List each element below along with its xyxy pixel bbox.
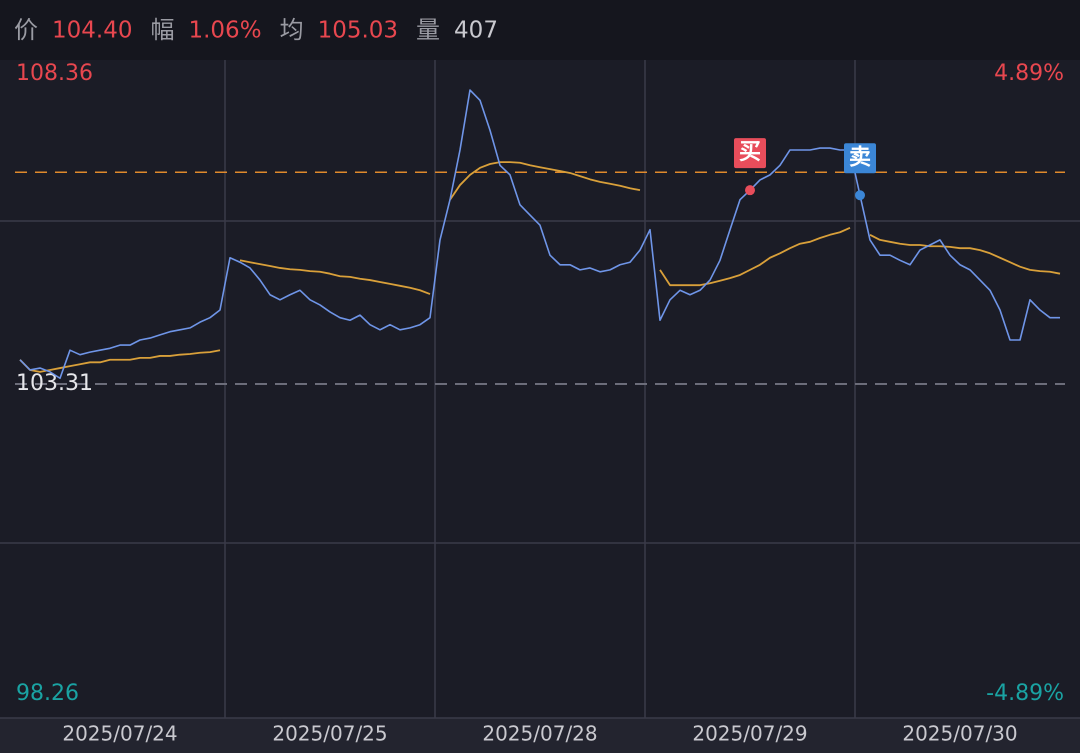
header-label: 价 [14,16,38,44]
y2-tick-label: 4.89% [994,61,1064,86]
header-bar [0,0,1080,60]
trade-point [855,190,865,201]
header-value: 104.40 [52,18,132,44]
header-label: 均 [280,16,304,44]
average-line [449,161,641,201]
header-label: 量 [416,16,440,44]
date-bar [0,718,1080,753]
trade-badge [844,143,876,174]
header-value: 407 [454,18,498,44]
y2-tick-label: -4.89% [986,681,1064,706]
plot-area [0,60,1080,718]
trade-badge [734,138,766,169]
average-line [239,259,431,295]
price-line [19,89,1060,380]
trade-label: 卖 [849,144,871,170]
average-line [659,226,851,287]
x-tick-label: 2025/07/29 [692,722,807,746]
header-label: 幅 [150,16,174,44]
x-tick-label: 2025/07/30 [902,722,1017,746]
y-tick-label: 98.26 [16,681,79,706]
header-value: 105.03 [318,18,398,44]
x-tick-label: 2025/07/25 [272,722,387,746]
header: 价 104.40 幅 1.06% 均 105.03 量 407 [14,16,498,44]
average-line [869,233,1061,275]
trade-label: 买 [739,140,761,165]
y-tick-label: 108.36 [16,61,93,86]
trade-point [745,185,755,196]
x-tick-label: 2025/07/24 [62,722,177,746]
average-line [19,349,221,373]
x-tick-label: 2025/07/28 [482,722,597,746]
header-value: 1.06% [188,18,261,44]
